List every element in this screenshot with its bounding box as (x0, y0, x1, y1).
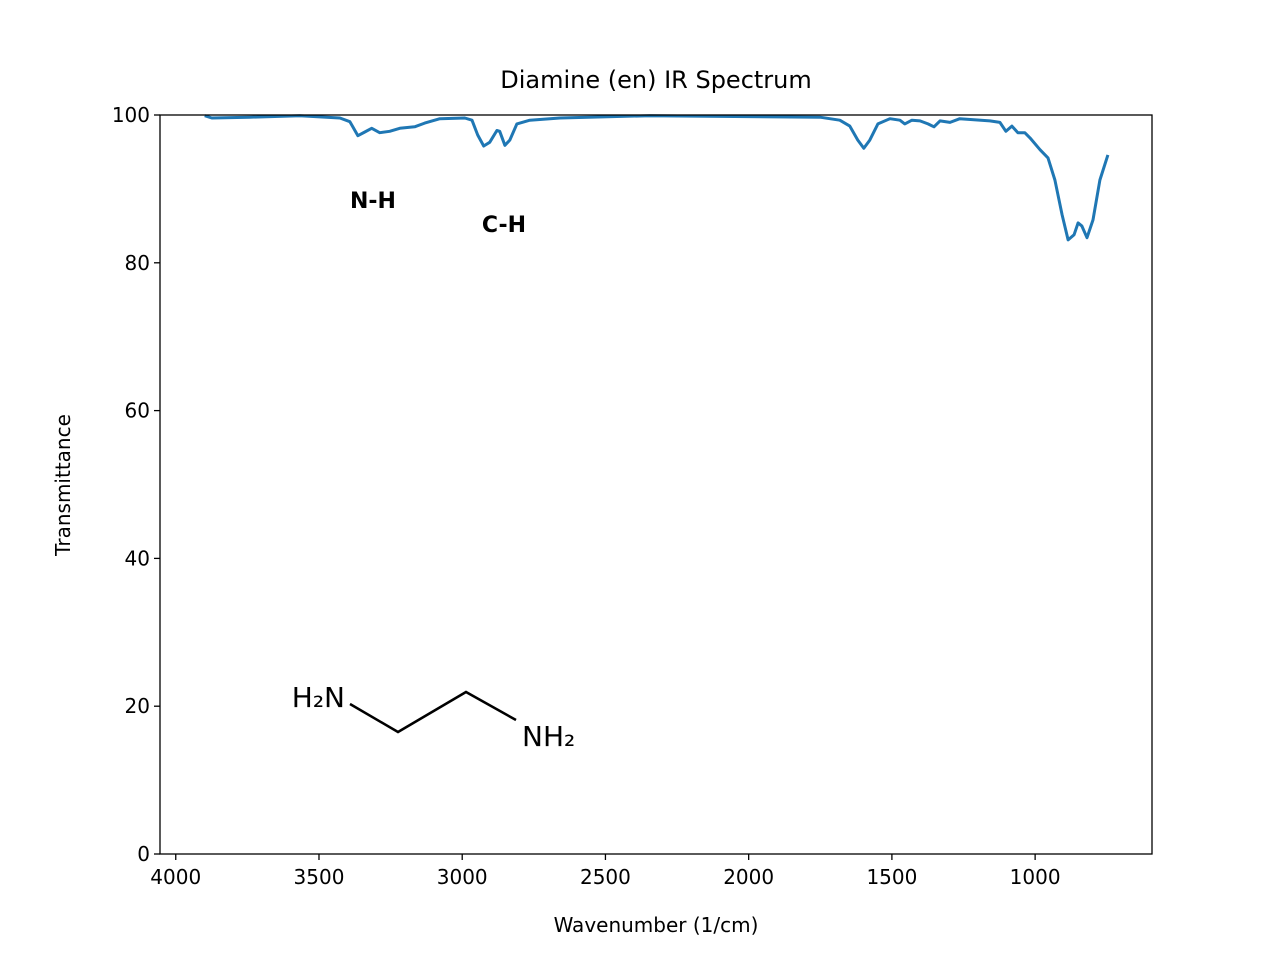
annotation: N-H (350, 189, 396, 214)
y-tick-label: 60 (125, 399, 150, 423)
x-axis-label: Wavenumber (1/cm) (554, 913, 759, 937)
y-tick-label: 0 (137, 842, 150, 866)
x-tick-label: 1500 (866, 865, 917, 889)
y-axis-label: Transmittance (51, 414, 75, 557)
chart-title: Diamine (en) IR Spectrum (500, 66, 812, 94)
x-tick-label: 2000 (723, 865, 774, 889)
structure-label: H₂N (292, 681, 345, 714)
x-tick-label: 1000 (1010, 865, 1061, 889)
spectrum-line (204, 114, 1110, 242)
x-tick-label: 3500 (294, 865, 345, 889)
y-tick-label: 20 (125, 694, 150, 718)
x-tick-label: 4000 (150, 865, 201, 889)
x-tick-label: 3000 (437, 865, 488, 889)
structure-bond (349, 690, 517, 734)
y-tick-label: 80 (125, 251, 150, 275)
structure-label: NH₂ (522, 720, 575, 753)
y-tick-label: 100 (112, 103, 150, 127)
annotation: C-H (482, 213, 526, 238)
y-tick-label: 40 (125, 546, 150, 570)
plot-frame (159, 114, 1153, 855)
x-tick-label: 2500 (580, 865, 631, 889)
